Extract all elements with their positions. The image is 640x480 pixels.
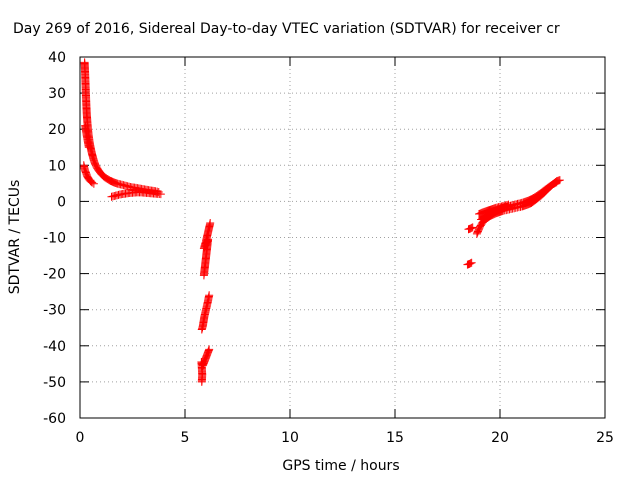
y-tick-label: -20: [43, 267, 66, 283]
x-tick-label: 10: [281, 430, 299, 446]
y-tick-label: -40: [43, 339, 66, 355]
y-axis-title: SDTVAR / TECUs: [7, 180, 23, 295]
x-tick-label: 25: [596, 430, 614, 446]
data-point: [156, 190, 165, 199]
chart-title: Day 269 of 2016, Sidereal Day-to-day VTE…: [13, 21, 560, 37]
data-point: [467, 223, 476, 232]
data-point: [552, 178, 561, 187]
data-point: [467, 258, 476, 267]
x-tick-label: 20: [491, 430, 509, 446]
y-tick-label: -60: [43, 411, 66, 427]
y-tick-label: 0: [57, 194, 66, 210]
data-point: [88, 178, 97, 187]
data-point: [466, 259, 475, 268]
data-point: [504, 200, 513, 209]
y-tick-label: -10: [43, 231, 66, 247]
y-tick-label: 10: [48, 158, 66, 174]
y-tick-label: -30: [43, 303, 66, 319]
y-tick-label: 20: [48, 122, 66, 138]
y-axis: -60 -50 -40 -30 -20 -10 0 10 20 30 40: [43, 50, 605, 427]
y-tick-label: -50: [43, 375, 66, 391]
x-tick-label: 0: [76, 430, 85, 446]
x-tick-label: 15: [386, 430, 404, 446]
y-tick-label: 30: [48, 86, 66, 102]
grid: [80, 57, 605, 418]
data-point: [466, 224, 475, 233]
data-markers: [79, 58, 564, 386]
x-axis-title: GPS time / hours: [282, 458, 399, 474]
plot-frame: [79, 56, 606, 419]
data-point: [197, 325, 206, 334]
data-point: [199, 271, 208, 280]
data-point: [84, 143, 93, 152]
data-point: [465, 259, 474, 268]
data-point: [551, 178, 560, 187]
data-point: [93, 164, 102, 173]
y-tick-label: 40: [48, 50, 66, 66]
data-point: [197, 377, 206, 386]
data-point: [89, 179, 98, 188]
data-point: [468, 223, 477, 232]
data-point: [550, 179, 559, 188]
x-tick-label: 5: [181, 430, 190, 446]
